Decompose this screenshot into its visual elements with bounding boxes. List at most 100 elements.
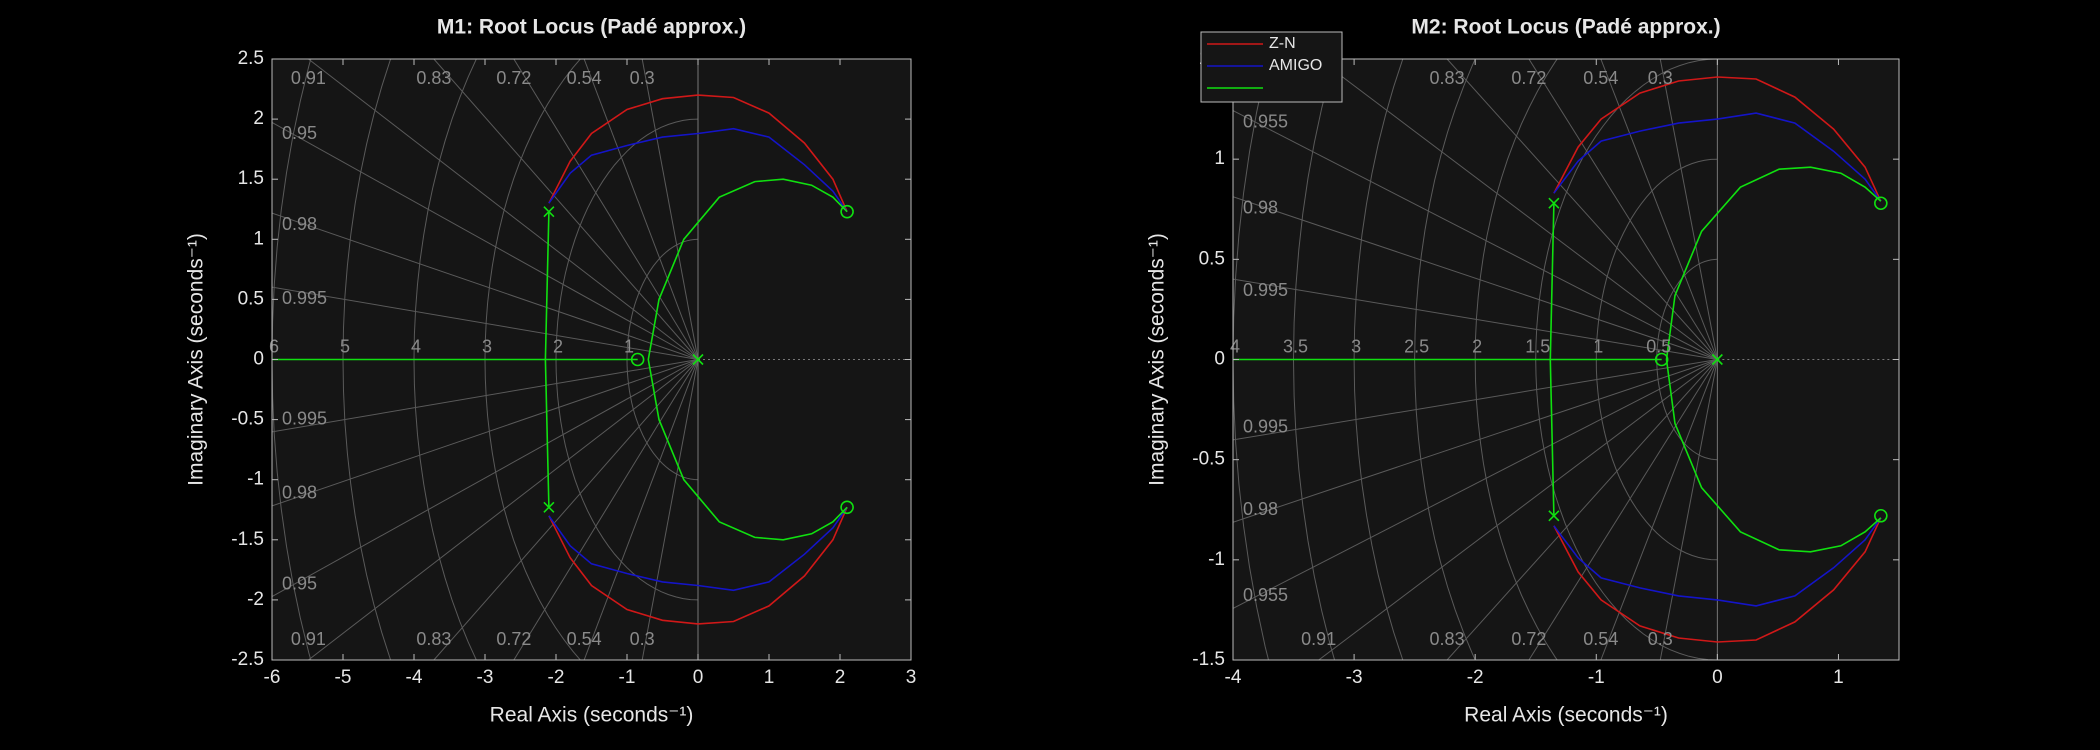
legend-label: AMIGO [1269, 57, 1322, 74]
y-tick-label: -1 [1208, 549, 1225, 570]
zero [630, 352, 645, 367]
damping-label: 0.72 [1511, 68, 1546, 88]
y-tick-label: 2.5 [238, 48, 264, 69]
legend-label: Z-N [1269, 35, 1296, 52]
damping-line [1233, 359, 1718, 609]
damping-label: 0.83 [416, 629, 451, 649]
damping-label: 0.995 [282, 409, 327, 429]
damping-label: 0.3 [630, 68, 655, 88]
x-tick-label: -4 [1225, 667, 1242, 688]
damping-label: 0.995 [282, 288, 327, 308]
locus [548, 94, 848, 625]
locus [1553, 112, 1882, 607]
y-tick-label: -2.5 [231, 649, 264, 670]
frequency-label: 5 [340, 336, 350, 356]
damping-line [1600, 59, 1718, 360]
frequency-label: 6 [269, 336, 279, 356]
y-tick-label: 1.5 [238, 168, 264, 189]
zero [1874, 196, 1888, 211]
x-tick-label: -5 [335, 667, 352, 688]
y-tick-label: -1.5 [231, 529, 264, 550]
pole [1711, 353, 1723, 366]
pole [543, 501, 555, 513]
x-tick-label: 1 [1833, 667, 1844, 688]
frequency-label: 2.5 [1404, 336, 1429, 356]
damping-label: 0.91 [1301, 629, 1336, 649]
damping-line [641, 59, 699, 360]
frequency-label: 0.5 [1646, 336, 1671, 356]
damping-line [1528, 359, 1718, 660]
damping-label: 0.955 [1243, 585, 1288, 605]
damping-label: 0.91 [291, 68, 326, 88]
y-tick-label: -0.5 [1192, 449, 1225, 470]
zero [840, 204, 854, 219]
damping-label: 0.83 [1430, 629, 1465, 649]
damping-line [1659, 59, 1718, 360]
x-tick-label: 1 [764, 667, 775, 688]
damping-line [433, 359, 699, 660]
y-tick-label: -2 [247, 589, 264, 610]
damping-label: 0.72 [496, 68, 531, 88]
frequency-label: 3.5 [1283, 336, 1308, 356]
x-axis-label: Real Axis (seconds⁻¹) [1464, 704, 1668, 727]
damping-label: 0.54 [1583, 629, 1618, 649]
damping-label: 0.95 [282, 573, 317, 593]
damping-label: 0.98 [1243, 499, 1278, 519]
damping-line [1318, 359, 1718, 660]
y-tick-label: 0.5 [238, 288, 264, 309]
y-tick-label: 0.5 [1199, 248, 1225, 269]
x-tick-label: 0 [1712, 667, 1723, 688]
plot [1233, 59, 1899, 660]
damping-line [272, 212, 699, 360]
zero [840, 500, 854, 515]
chart-title: M2: Root Locus (Padé approx.) [1411, 16, 1720, 39]
damping-line [272, 122, 699, 360]
x-axis-label: Real Axis (seconds⁻¹) [490, 704, 694, 727]
damping-label: 0.95 [282, 123, 317, 143]
damping-line [1233, 196, 1718, 360]
frequency-label: 1.5 [1525, 336, 1550, 356]
x-tick-label: -3 [477, 667, 494, 688]
damping-line [1233, 359, 1718, 441]
damping-line [1233, 110, 1718, 360]
damping-label: 0.91 [291, 629, 326, 649]
y-axis-label: Imaginary Axis (seconds⁻¹) [1146, 233, 1169, 486]
damping-line [583, 359, 699, 660]
pole [1548, 510, 1560, 522]
damping-label: 0.3 [1648, 629, 1673, 649]
x-tick-label: -1 [619, 667, 636, 688]
damping-line [1600, 359, 1718, 660]
x-tick-label: 3 [906, 667, 917, 688]
x-tick-label: -2 [1467, 667, 1484, 688]
damping-label: 0.83 [416, 68, 451, 88]
pole [1548, 197, 1560, 209]
pole [543, 206, 555, 218]
frequency-label: 3 [1351, 336, 1361, 356]
damping-label: 0.54 [567, 68, 602, 88]
damping-label: 0.54 [567, 629, 602, 649]
y-tick-label: 0 [1214, 349, 1225, 370]
damping-line [1318, 59, 1718, 360]
y-tick-label: 2 [253, 108, 264, 129]
damping-line [433, 59, 699, 360]
damping-label: 0.98 [282, 483, 317, 503]
damping-line [1446, 59, 1718, 360]
x-tick-label: -6 [264, 667, 281, 688]
damping-label: 0.955 [1243, 111, 1288, 131]
damping-label: 0.995 [1243, 417, 1288, 437]
y-axis-label: Imaginary Axis (seconds⁻¹) [185, 233, 208, 486]
locus [272, 178, 848, 541]
damping-line [1528, 59, 1718, 360]
zero [1874, 508, 1888, 523]
damping-line [1233, 278, 1718, 360]
y-tick-label: -0.5 [231, 409, 264, 430]
damping-label: 0.3 [630, 629, 655, 649]
y-tick-label: 1 [253, 228, 264, 249]
damping-line [1233, 359, 1718, 523]
damping-label: 0.98 [282, 214, 317, 234]
frequency-label: 3 [482, 336, 492, 356]
damping-line [272, 359, 699, 597]
x-tick-label: 0 [693, 667, 704, 688]
y-tick-label: -1.5 [1192, 649, 1225, 670]
